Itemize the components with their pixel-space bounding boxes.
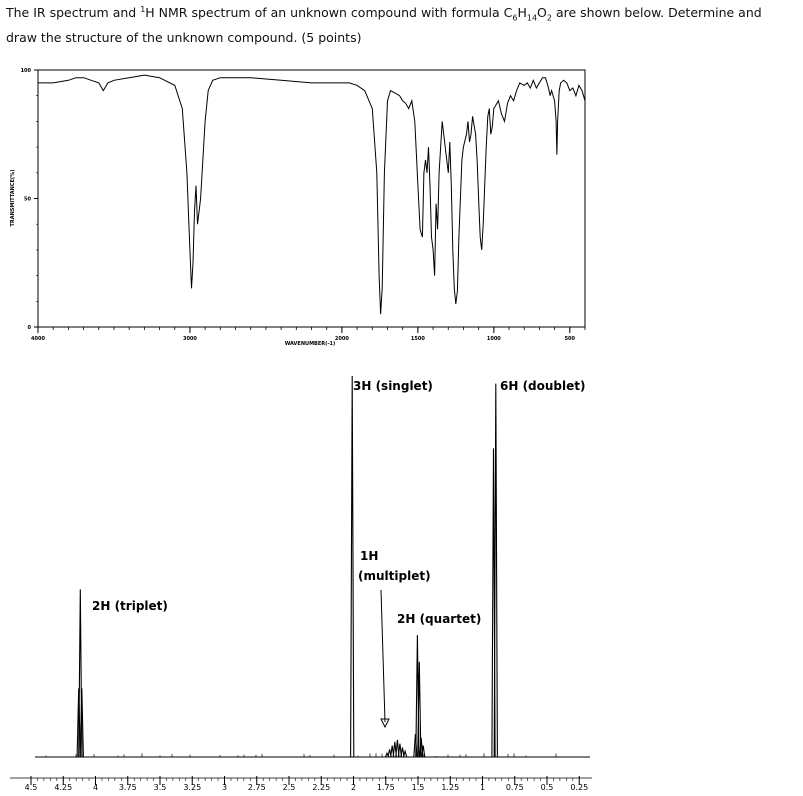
nmr-tick-label: 1.25	[441, 783, 459, 792]
nmr-tick-label: 2.5	[283, 783, 296, 792]
ir-x-tick-label: 2000	[335, 336, 349, 342]
nmr-peak	[493, 383, 498, 758]
nmr-peak	[402, 749, 408, 758]
ir-y-tick-label: 0	[28, 325, 32, 331]
nmr-peaks	[76, 375, 498, 758]
annotation-2h-quartet: 2H (quartet)	[397, 612, 481, 626]
nmr-tick-label: 4.25	[54, 783, 72, 792]
question-text-part: are shown below. Determine and	[551, 5, 762, 21]
nmr-baseline-noise	[45, 753, 557, 757]
multiplet-arrow-line	[380, 589, 386, 723]
nmr-peak	[417, 661, 422, 758]
nmr-peak	[76, 688, 81, 758]
annotation-1h: 1H	[360, 549, 378, 563]
multiplet-arrow-head	[380, 718, 390, 729]
ir-x-tick-label: 3000	[183, 336, 197, 342]
ir-x-tick-label: 500	[565, 336, 576, 342]
nmr-peak	[397, 743, 403, 758]
nmr-tick-label: 4.5	[25, 783, 38, 792]
subscript: 2	[546, 13, 552, 23]
ir-y-tick-label: 50	[24, 197, 31, 203]
formula-letter: O	[537, 5, 547, 21]
nmr-tick-label: 1.75	[377, 783, 395, 792]
nmr-peak	[400, 747, 405, 758]
nmr-tick-label: 3.25	[183, 783, 201, 792]
nmr-tick-label: 1	[480, 783, 485, 792]
nmr-x-axis: 4.5 4.25 4 3.75 3.5 3.25 3 2.75 2.5 2.25 2 1.75 1.5 1…	[25, 776, 588, 792]
nmr-peak	[413, 734, 418, 758]
nmr-tick-label: 4	[93, 783, 98, 792]
ir-x-tick-label: 1000	[487, 336, 501, 342]
annotation-3h-singlet: 3H (singlet)	[353, 379, 433, 393]
nmr-spectrum-chart: 4.5 4.25 4 3.75 3.5 3.25 3 2.75 2.5 2.25 2 1.75 1.5 1…	[10, 375, 592, 792]
ir-x-tick-label: 1500	[411, 336, 425, 342]
nmr-peak	[79, 688, 84, 758]
nmr-tick-label: 1.5	[412, 783, 425, 792]
question-text: The IR spectrum and 1H NMR spectrum of a…	[6, 0, 801, 47]
nmr-tick-label: 3.75	[119, 783, 137, 792]
ir-x-axis-label: WAVENUMBER(-1)	[285, 341, 336, 347]
annotation-multiplet: (multiplet)	[358, 569, 431, 583]
question-text-part: The IR spectrum and	[6, 5, 141, 21]
nmr-peak	[350, 375, 355, 758]
question-text-part: H NMR spectrum of an unknown compound wi…	[145, 5, 513, 21]
nmr-tick-label: 3	[222, 783, 227, 792]
nmr-tick-label: 0.5	[541, 783, 554, 792]
subscript: 6	[512, 13, 518, 23]
superscript: 1	[140, 5, 146, 14]
nmr-tick-label: 2.25	[312, 783, 330, 792]
ir-y-axis-label: TRANSMITTANCE(%)	[10, 169, 16, 226]
question-line-1: The IR spectrum and 1H NMR spectrum of a…	[6, 0, 801, 28]
nmr-tick-label: 3.5	[154, 783, 167, 792]
annotation-6h-doublet: 6H (doublet)	[500, 379, 586, 393]
subscript: 14	[526, 13, 538, 23]
nmr-tick-label: 2	[351, 783, 356, 792]
ir-spectrum-line	[38, 74, 586, 315]
nmr-tick-label: 0.25	[570, 783, 588, 792]
question-line-2: draw the structure of the unknown compou…	[6, 29, 362, 45]
nmr-tick-label: 2.75	[248, 783, 266, 792]
ir-x-tick-label: 4000	[31, 336, 45, 342]
formula-letter: H	[517, 5, 527, 21]
annotation-2h-triplet: 2H (triplet)	[92, 599, 168, 613]
nmr-peak	[421, 745, 426, 758]
ir-plot-frame	[37, 69, 586, 328]
ir-spectrum-chart: 0 50 100 4000 3000 2000 1500 1000 500 TRANSMITT…	[10, 68, 586, 347]
nmr-tick-label: 0.75	[506, 783, 524, 792]
ir-y-axis: 0 50 100	[21, 68, 38, 331]
ir-x-axis: 4000 3000 2000 1500 1000 500	[31, 327, 586, 342]
ir-y-tick-label: 100	[21, 68, 32, 74]
